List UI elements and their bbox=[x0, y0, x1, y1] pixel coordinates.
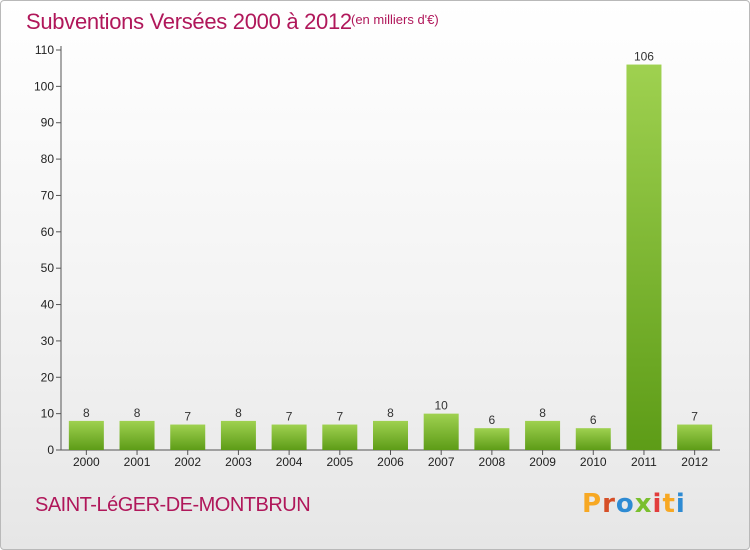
x-tick-label-2001: 2001 bbox=[124, 455, 151, 469]
bar-2004 bbox=[271, 424, 307, 450]
chart-title: Subventions Versées 2000 à 2012 bbox=[26, 9, 352, 34]
commune-name: SAINT-LéGER-DE-MONTBRUN bbox=[35, 494, 311, 516]
y-tick-label: 50 bbox=[41, 261, 55, 275]
x-tick-label-2007: 2007 bbox=[428, 455, 455, 469]
y-tick-label: 70 bbox=[41, 188, 55, 202]
x-tick-label-2004: 2004 bbox=[276, 455, 303, 469]
x-tick-label-2005: 2005 bbox=[326, 455, 353, 469]
value-label-2005: 7 bbox=[336, 410, 343, 424]
value-label-2006: 8 bbox=[387, 406, 394, 420]
x-tick-label-2009: 2009 bbox=[529, 455, 556, 469]
bar-2009 bbox=[525, 420, 561, 450]
y-tick-label: 0 bbox=[47, 443, 54, 457]
y-tick-label: 100 bbox=[34, 79, 54, 93]
bar-2001 bbox=[119, 420, 155, 450]
bar-2002 bbox=[170, 424, 206, 450]
y-tick-label: 10 bbox=[41, 407, 55, 421]
bar-2012 bbox=[677, 424, 713, 450]
logo-letter: i bbox=[675, 489, 686, 519]
y-tick-label: 60 bbox=[41, 225, 55, 239]
logo-letter: x bbox=[634, 489, 653, 519]
y-tick-label: 90 bbox=[41, 116, 55, 130]
value-label-2007: 10 bbox=[435, 399, 449, 413]
x-tick-label-2010: 2010 bbox=[580, 455, 607, 469]
value-label-2010: 6 bbox=[590, 413, 597, 427]
bar-2011 bbox=[626, 64, 662, 450]
y-tick-label: 80 bbox=[41, 152, 55, 166]
bar-2010 bbox=[575, 428, 611, 450]
bar-2008 bbox=[474, 428, 510, 450]
value-label-2012: 7 bbox=[691, 410, 698, 424]
logo-letter: t bbox=[662, 489, 676, 519]
x-tick-label-2000: 2000 bbox=[73, 455, 100, 469]
x-tick-label-2011: 2011 bbox=[631, 455, 657, 469]
bar-2000 bbox=[68, 420, 104, 450]
y-tick-label: 110 bbox=[35, 43, 54, 57]
bar-2003 bbox=[220, 420, 256, 450]
unit-label: (en milliers d'€) bbox=[351, 12, 439, 27]
logo-letter: P bbox=[582, 489, 603, 519]
x-tick-label-2012: 2012 bbox=[681, 455, 708, 469]
value-label-2008: 6 bbox=[489, 413, 496, 427]
x-tick-label-2003: 2003 bbox=[225, 455, 252, 469]
logo-letter: o bbox=[615, 489, 635, 519]
value-label-2002: 7 bbox=[184, 410, 191, 424]
x-tick-label-2008: 2008 bbox=[479, 455, 506, 469]
logo-letter: i bbox=[652, 489, 663, 519]
proxiti-logo: Proxiti bbox=[582, 489, 686, 519]
value-label-2004: 7 bbox=[286, 410, 293, 424]
value-label-2003: 8 bbox=[235, 406, 242, 420]
bar-2006 bbox=[373, 420, 408, 450]
y-tick-label: 40 bbox=[41, 298, 55, 312]
value-label-2011: 106 bbox=[634, 50, 654, 64]
x-tick-label-2002: 2002 bbox=[174, 455, 201, 469]
logo-letter: r bbox=[602, 489, 616, 519]
y-tick-label: 30 bbox=[41, 334, 55, 348]
y-tick-label: 20 bbox=[41, 370, 55, 384]
value-label-2000: 8 bbox=[83, 406, 90, 420]
value-label-2001: 8 bbox=[134, 406, 141, 420]
x-tick-label-2006: 2006 bbox=[377, 455, 404, 469]
value-label-2009: 8 bbox=[539, 406, 546, 420]
bar-2005 bbox=[322, 424, 358, 450]
bar-2007 bbox=[423, 413, 459, 450]
